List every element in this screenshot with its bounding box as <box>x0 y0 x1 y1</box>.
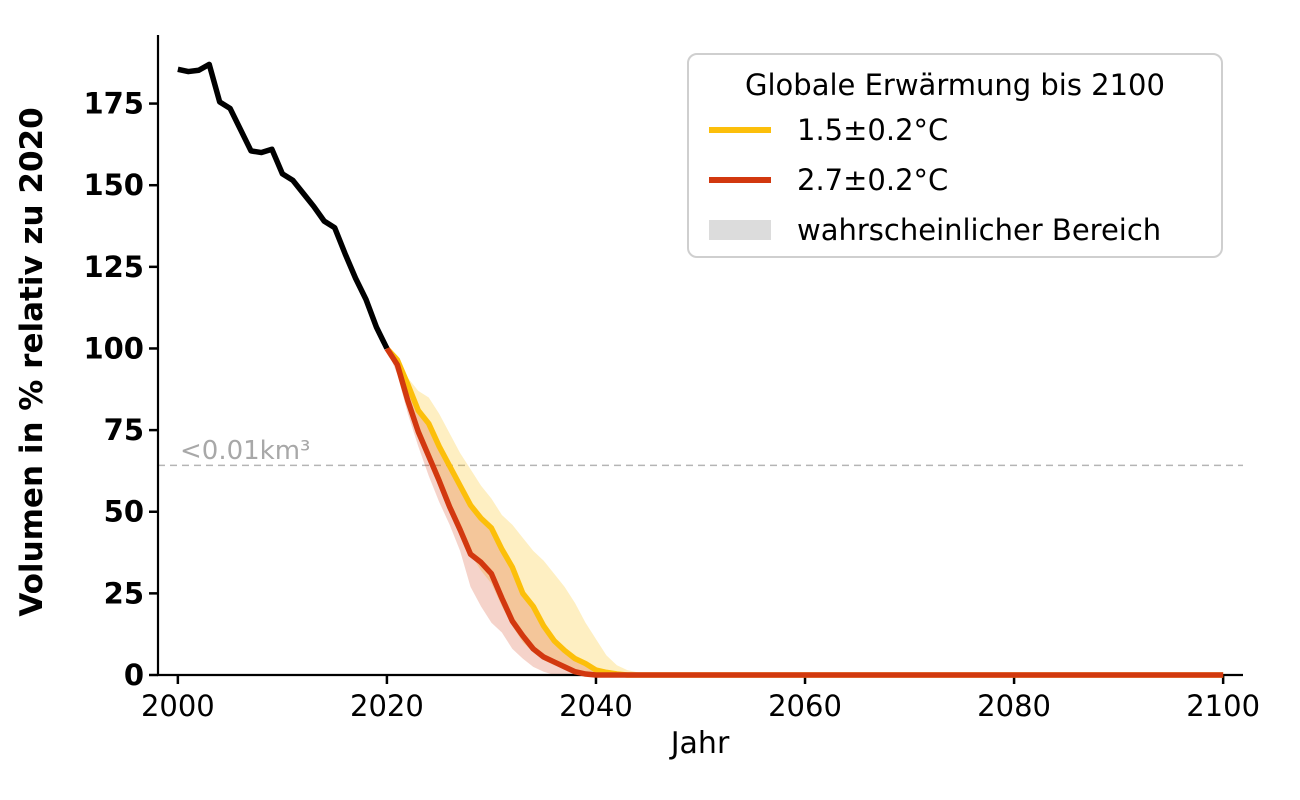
series-line <box>384 346 1224 678</box>
threshold-annotation: <0.01km³ <box>180 436 310 466</box>
legend-item-label: wahrscheinlicher Bereich <box>797 213 1162 247</box>
y-tick-label: 25 <box>104 576 144 610</box>
x-tick-label: 2060 <box>768 689 842 723</box>
y-tick-label: 100 <box>83 331 144 365</box>
x-axis-title: Jahr <box>669 726 730 761</box>
legend-item-label: 2.7±0.2°C <box>797 163 949 197</box>
series-lines-group <box>177 61 1224 678</box>
legend-title: Globale Erwärmung bis 2100 <box>745 68 1165 102</box>
series-line <box>384 346 1224 678</box>
legend-patch-swatch-gray <box>709 220 771 240</box>
x-tick-label: 2080 <box>977 689 1051 723</box>
legend-box: Globale Erwärmung bis 2100 1.5±0.2°C 2.7… <box>687 53 1223 258</box>
legend-item-1-5C: 1.5±0.2°C <box>689 105 1221 155</box>
y-tick-label: 175 <box>83 87 144 121</box>
y-tick-label: 150 <box>83 168 144 202</box>
legend-item-2-7C: 2.7±0.2°C <box>689 155 1221 205</box>
x-tick-label: 2020 <box>350 689 424 723</box>
x-tick-label: 2100 <box>1186 689 1260 723</box>
y-tick-label: 125 <box>83 250 144 284</box>
tick-labels-group: 2000 2020 2040 2060 2080 2100 0 25 50 75 100 125 150… <box>83 87 1260 723</box>
legend-item-label: 1.5±0.2°C <box>797 113 949 147</box>
y-axis-title: Volumen in % relativ zu 2020 <box>14 107 50 616</box>
legend-line-swatch-yellow <box>709 127 771 133</box>
uncertainty-bands-group <box>386 348 659 675</box>
y-tick-label: 0 <box>124 658 144 692</box>
series-line <box>177 61 390 350</box>
legend-line-swatch-red <box>709 177 771 183</box>
y-tick-label: 75 <box>104 413 144 447</box>
x-tick-label: 2000 <box>141 689 215 723</box>
x-tick-label: 2040 <box>559 689 633 723</box>
y-tick-label: 50 <box>104 495 144 529</box>
legend-item-likely-range: wahrscheinlicher Bereich <box>689 205 1221 255</box>
